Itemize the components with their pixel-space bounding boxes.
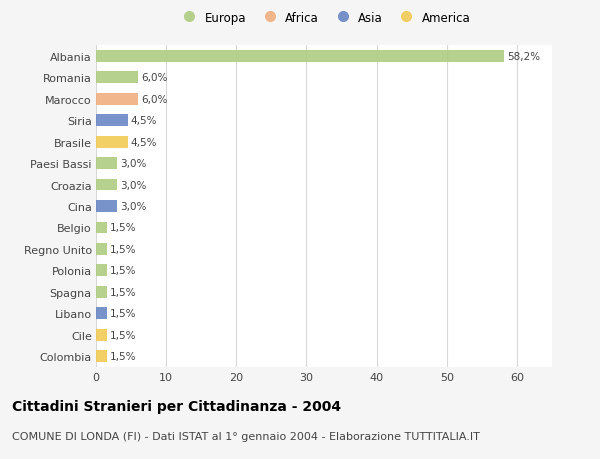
Text: 58,2%: 58,2% — [507, 51, 540, 62]
Text: 1,5%: 1,5% — [109, 330, 136, 340]
Legend: Europa, Africa, Asia, America: Europa, Africa, Asia, America — [173, 7, 475, 29]
Bar — [96, 136, 128, 148]
Text: 4,5%: 4,5% — [130, 137, 157, 147]
Bar — [96, 351, 107, 363]
Text: 1,5%: 1,5% — [109, 352, 136, 362]
Text: 6,0%: 6,0% — [141, 73, 167, 83]
Text: 3,0%: 3,0% — [120, 202, 146, 212]
Text: 4,5%: 4,5% — [130, 116, 157, 126]
Bar — [96, 222, 107, 234]
Text: 6,0%: 6,0% — [141, 95, 167, 105]
Bar — [96, 115, 128, 127]
Bar — [96, 51, 504, 62]
Bar — [96, 179, 117, 191]
Text: 1,5%: 1,5% — [109, 244, 136, 254]
Text: 1,5%: 1,5% — [109, 223, 136, 233]
Bar — [96, 265, 107, 277]
Bar — [96, 329, 107, 341]
Text: COMUNE DI LONDA (FI) - Dati ISTAT al 1° gennaio 2004 - Elaborazione TUTTITALIA.I: COMUNE DI LONDA (FI) - Dati ISTAT al 1° … — [12, 431, 480, 442]
Text: 3,0%: 3,0% — [120, 180, 146, 190]
Bar — [96, 308, 107, 319]
Bar — [96, 201, 117, 213]
Text: 1,5%: 1,5% — [109, 266, 136, 276]
Text: Cittadini Stranieri per Cittadinanza - 2004: Cittadini Stranieri per Cittadinanza - 2… — [12, 399, 341, 413]
Bar — [96, 243, 107, 255]
Text: 1,5%: 1,5% — [109, 308, 136, 319]
Text: 1,5%: 1,5% — [109, 287, 136, 297]
Bar — [96, 158, 117, 170]
Bar — [96, 286, 107, 298]
Bar — [96, 72, 138, 84]
Text: 3,0%: 3,0% — [120, 159, 146, 169]
Bar — [96, 94, 138, 106]
